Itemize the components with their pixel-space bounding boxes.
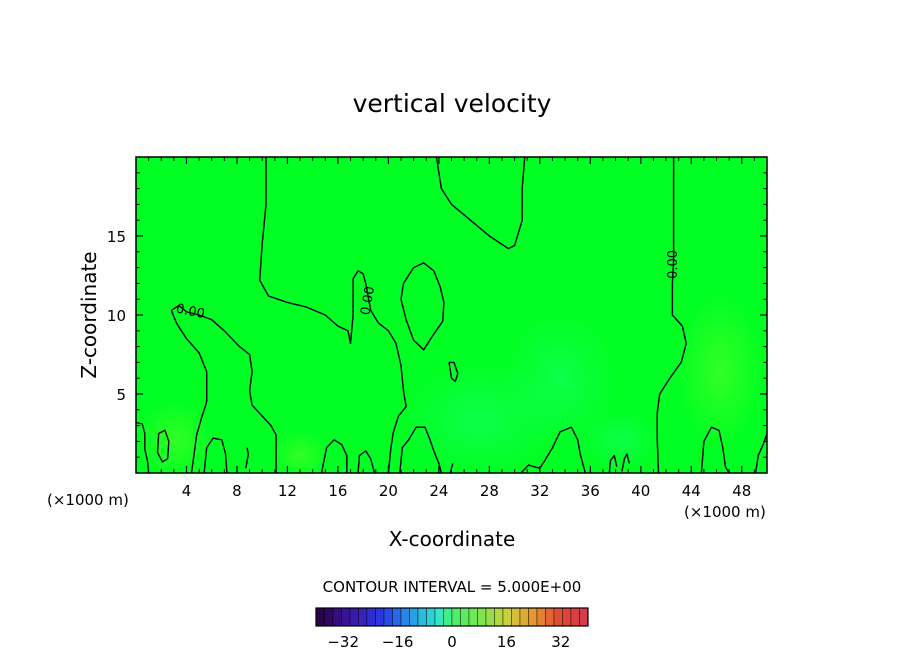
contour-line-left-edge xyxy=(135,421,150,474)
x-unit-right: (×1000 m) xyxy=(684,503,766,521)
x-tick-label: 20 xyxy=(379,482,398,500)
contour-line-top-right-tongue xyxy=(435,156,526,250)
colorbar-segment xyxy=(417,607,427,627)
colorbar-segment xyxy=(536,607,546,627)
colorbar-segment xyxy=(409,607,419,627)
colorbar-segment xyxy=(562,607,572,627)
colorbar-segment xyxy=(570,607,580,627)
colorbar-tick-label: 0 xyxy=(447,633,457,651)
colorbar-tick-label: −32 xyxy=(327,633,359,651)
contour-line-left-inner xyxy=(170,310,208,474)
contour-line-b2 xyxy=(245,447,249,469)
field-texture xyxy=(135,290,765,480)
contour-line-small-blob-left xyxy=(156,429,170,463)
colorbar-segment xyxy=(494,607,504,627)
x-axis: 4 8 12 16 20 24 28 32 36 40 44 48 xyxy=(148,157,755,500)
colorbar-tick-label: 16 xyxy=(497,633,516,651)
x-axis-label: X-coordinate xyxy=(389,527,516,551)
colorbar-segment xyxy=(579,607,589,627)
colorbar-ticks: −32 −16 0 16 32 xyxy=(327,633,570,651)
contour-value-label: 0.00 xyxy=(666,250,681,279)
contour-line-b1 xyxy=(203,437,228,474)
chart-title: vertical velocity xyxy=(353,89,552,118)
colorbar-segment xyxy=(426,607,436,627)
contour-line-left xyxy=(170,304,277,473)
colorbar-segment xyxy=(366,607,376,627)
contour-labels: 0.00 0.00 0.00 xyxy=(175,250,682,322)
contour-line-closed-blob xyxy=(400,262,445,351)
contour-line-b3 xyxy=(320,439,348,474)
colorbar-segment xyxy=(502,607,512,627)
colorbar-segment xyxy=(468,607,478,627)
colorbar-segment xyxy=(460,607,470,627)
colorbar-segment xyxy=(434,607,444,627)
contour-line-b8 xyxy=(608,454,618,474)
x-tick-label: 16 xyxy=(328,482,347,500)
x-tick-label: 32 xyxy=(530,482,549,500)
colorbar xyxy=(315,607,589,627)
y-tick-label: 15 xyxy=(107,228,126,246)
contour-line-b10 xyxy=(700,426,730,474)
contour-line-small-blob xyxy=(448,361,459,383)
x-tick-label: 44 xyxy=(682,482,701,500)
contour-interval-text: CONTOUR INTERVAL = 5.000E+00 xyxy=(323,578,582,596)
x-tick-label: 4 xyxy=(182,482,192,500)
contour-line-b6 xyxy=(449,463,454,474)
colorbar-segment xyxy=(324,607,334,627)
colorbar-segment xyxy=(553,607,563,627)
colorbar-segment xyxy=(443,607,453,627)
x-tick-label: 40 xyxy=(631,482,650,500)
y-axis-label: Z-coordinate xyxy=(77,251,101,378)
contour-line-right-edge xyxy=(754,433,768,474)
colorbar-tick-label: −16 xyxy=(382,633,414,651)
colorbar-segment xyxy=(332,607,342,627)
contour-value-label: 0.00 xyxy=(358,285,378,316)
x-tick-label: 8 xyxy=(232,482,242,500)
colorbar-segment xyxy=(400,607,410,627)
colorbar-segment xyxy=(358,607,368,627)
colorbar-segment xyxy=(528,607,538,627)
colorbar-segment xyxy=(519,607,529,627)
colorbar-tick-label: 32 xyxy=(551,633,570,651)
colorbar-segment xyxy=(315,607,325,627)
colorbar-segment xyxy=(341,607,351,627)
contour-line-right xyxy=(656,157,687,474)
x-tick-label: 36 xyxy=(581,482,600,500)
contour-lines xyxy=(135,156,768,474)
colorbar-segment xyxy=(392,607,402,627)
colorbar-segment xyxy=(511,607,521,627)
contour-line-b5 xyxy=(399,426,443,474)
x-tick-label: 12 xyxy=(278,482,297,500)
colorbar-segment xyxy=(451,607,461,627)
y-tick-label: 10 xyxy=(107,307,126,325)
x-unit-left: (×1000 m) xyxy=(47,491,129,509)
colorbar-frame xyxy=(315,607,589,627)
colorbar-segment xyxy=(477,607,487,627)
y-axis: 5 10 15 xyxy=(107,172,767,458)
contour-line-b9 xyxy=(621,453,631,472)
x-tick-label: 24 xyxy=(429,482,448,500)
x-tick-label: 28 xyxy=(480,482,499,500)
colorbar-segment xyxy=(485,607,495,627)
colorbar-segment xyxy=(545,607,555,627)
colorbar-segment xyxy=(375,607,385,627)
colorbar-segment xyxy=(349,607,359,627)
x-tick-label: 48 xyxy=(732,482,751,500)
contour-value-label: 0.00 xyxy=(175,301,206,322)
contour-line-b4 xyxy=(357,450,376,474)
colorbar-segment xyxy=(383,607,393,627)
contour-line-b7 xyxy=(520,426,586,474)
contour-line-central xyxy=(259,157,407,474)
y-tick-label: 5 xyxy=(116,386,126,404)
